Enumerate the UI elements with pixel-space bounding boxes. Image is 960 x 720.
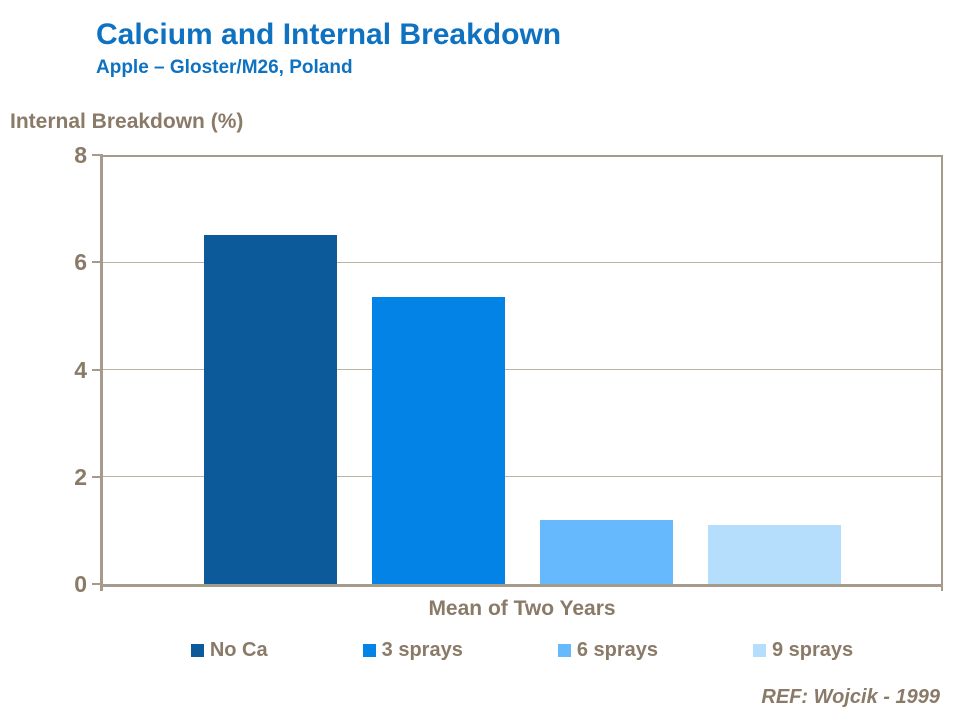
bar-6-sprays	[540, 519, 673, 584]
x-axis-line	[100, 584, 943, 587]
legend-label-6-sprays: 6 sprays	[576, 639, 658, 661]
legend-item-3-sprays: 3 sprays	[362, 639, 463, 662]
y-tick-label-4: 4	[74, 356, 87, 383]
legend-swatch-6-sprays	[557, 644, 571, 657]
bar-no-ca	[204, 235, 337, 584]
legend-label-no-ca: No Ca	[209, 639, 268, 661]
bar-9-sprays	[708, 525, 841, 584]
y-tick-8	[92, 154, 103, 156]
y-tick-4	[92, 368, 103, 371]
legend-item-9-sprays: 9 sprays	[752, 639, 854, 662]
legend-swatch-no-ca	[190, 644, 204, 657]
y-tick-label-0: 0	[74, 571, 87, 597]
gridline-2	[103, 476, 941, 478]
y-axis-title: Internal Breakdown (%)	[10, 110, 244, 133]
reference-footer: REF: Wojcik - 1999	[761, 686, 940, 708]
page-title: Calcium and Internal Breakdown	[96, 18, 562, 51]
legend-item-no-ca: No Ca	[190, 639, 268, 662]
y-tick-6	[92, 261, 103, 264]
y-tick-0	[92, 583, 103, 585]
bar-3-sprays	[372, 297, 505, 584]
y-axis-line	[100, 155, 103, 591]
legend-label-3-sprays: 3 sprays	[381, 639, 463, 661]
legend-label-9-sprays: 9 sprays	[771, 639, 854, 661]
page-subtitle: Apple – Gloster/M26, Poland	[96, 57, 353, 78]
legend: No Ca 3 sprays 6 sprays 9 sprays	[103, 639, 941, 662]
legend-swatch-9-sprays	[752, 644, 766, 657]
plot-frame-right	[941, 155, 943, 591]
gridline-4	[103, 369, 941, 370]
plot-area: 0 2 4 6 8	[74, 142, 943, 597]
y-tick-2	[92, 475, 103, 478]
legend-swatch-3-sprays	[362, 644, 376, 657]
y-tick-label-2: 2	[74, 463, 87, 490]
y-tick-label-8: 8	[74, 142, 87, 168]
legend-item-6-sprays: 6 sprays	[557, 639, 658, 662]
x-axis-label: Mean of Two Years	[428, 597, 616, 620]
plot-frame-top	[103, 155, 941, 157]
gridline-6	[103, 261, 941, 263]
y-tick-label-6: 6	[74, 249, 87, 276]
